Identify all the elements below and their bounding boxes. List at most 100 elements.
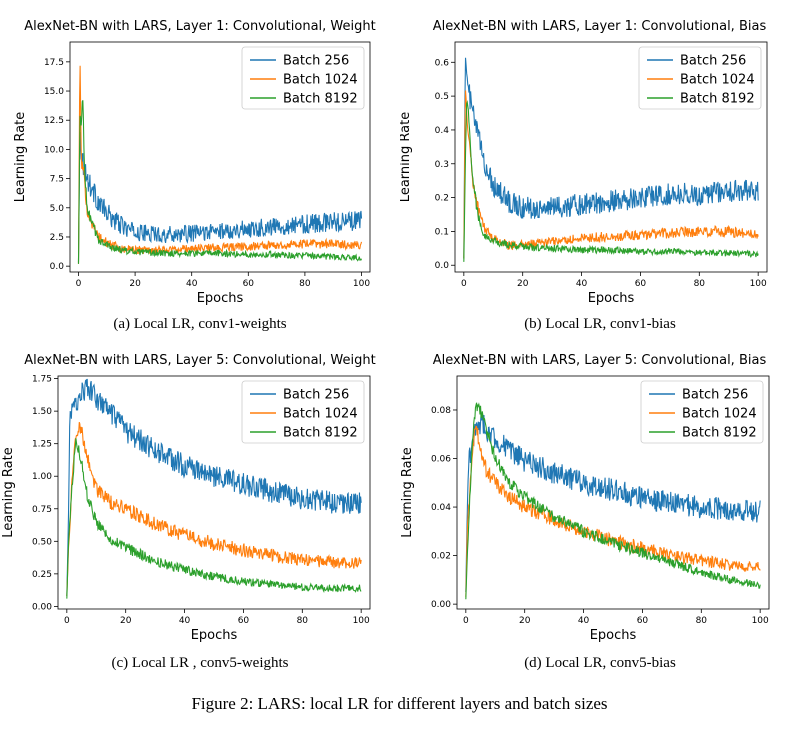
x-tick-label: 100 xyxy=(750,279,767,289)
legend-entry: Batch 1024 xyxy=(283,73,358,88)
x-tick-label: 80 xyxy=(297,616,309,626)
series-line-batch8192 xyxy=(66,438,362,599)
y-axis-label: Learning Rate xyxy=(400,112,413,202)
y-tick-label: 0.25 xyxy=(32,570,52,580)
y-tick-label: 0.06 xyxy=(431,455,451,465)
legend-entry: Batch 256 xyxy=(283,388,349,403)
chart-1: AlexNet-BN with LARS, Layer 1: Convoluti… xyxy=(13,19,376,306)
y-tick-label: 0.0 xyxy=(50,262,65,272)
x-tick-label: 40 xyxy=(576,279,588,289)
y-tick-label: 1.00 xyxy=(32,472,52,482)
y-tick-label: 2.5 xyxy=(50,233,64,243)
legend-entry: Batch 256 xyxy=(682,388,748,403)
x-tick-label: 20 xyxy=(517,279,529,289)
legend-entry: Batch 256 xyxy=(283,54,349,69)
subfigure-caption: (a) Local LR, conv1-weights xyxy=(113,316,287,332)
x-tick-label: 20 xyxy=(519,616,531,626)
legend xyxy=(640,380,764,444)
legend-entry: Batch 1024 xyxy=(682,407,757,422)
x-tick-label: 100 xyxy=(752,616,769,626)
legend-entry: Batch 8192 xyxy=(283,92,358,107)
chart-title: AlexNet-BN with LARS, Layer 5: Convoluti… xyxy=(24,353,375,368)
y-tick-label: 10.0 xyxy=(44,145,64,155)
x-tick-label: 40 xyxy=(179,616,191,626)
legend xyxy=(241,380,365,444)
subfigure-caption: (d) Local LR, conv5-bias xyxy=(524,655,676,671)
chart-title: AlexNet-BN with LARS, Layer 1: Convoluti… xyxy=(433,19,767,34)
figure-caption: Figure 2: LARS: local LR for different l… xyxy=(191,694,608,713)
legend xyxy=(638,46,762,110)
x-tick-label: 0 xyxy=(64,616,70,626)
legend-entry: Batch 1024 xyxy=(283,407,358,422)
x-tick-label: 40 xyxy=(186,279,198,289)
subfigure-caption: (b) Local LR, conv1-bias xyxy=(524,316,676,332)
y-tick-label: 0.4 xyxy=(435,126,450,136)
y-tick-label: 1.75 xyxy=(32,375,52,385)
series-line-batch1024 xyxy=(66,421,362,596)
y-tick-label: 0.2 xyxy=(435,194,449,204)
plot-frame xyxy=(69,41,371,273)
y-tick-label: 0.02 xyxy=(431,552,451,562)
y-axis-label: Learning Rate xyxy=(400,447,415,537)
series-line-batch256 xyxy=(66,378,362,596)
x-tick-label: 100 xyxy=(353,279,370,289)
y-tick-label: 15.0 xyxy=(44,87,64,97)
chart-2: AlexNet-BN with LARS, Layer 1: Convoluti… xyxy=(398,19,768,306)
x-tick-label: 20 xyxy=(120,616,132,626)
legend-entry: Batch 1024 xyxy=(680,73,755,88)
chart-panel-3: AlexNet-BN with LARS, Layer 5: Convoluti… xyxy=(0,352,400,677)
y-tick-label: 17.5 xyxy=(44,58,64,68)
series-line-batch256 xyxy=(463,57,759,259)
x-tick-label: 80 xyxy=(696,616,708,626)
legend xyxy=(241,46,365,110)
legend-entry: Batch 8192 xyxy=(283,426,358,441)
x-tick-label: 80 xyxy=(694,279,706,289)
subfigure-caption: (c) Local LR , conv5-weights xyxy=(111,655,289,671)
chart-panel-1: AlexNet-BN with LARS, Layer 1: Convoluti… xyxy=(0,0,400,335)
y-tick-label: 12.5 xyxy=(44,116,64,126)
y-tick-label: 1.50 xyxy=(32,407,52,417)
y-tick-label: 0.00 xyxy=(32,602,52,612)
x-tick-label: 40 xyxy=(578,616,590,626)
series-line-batch256 xyxy=(465,412,761,593)
series-line-batch1024 xyxy=(465,425,761,597)
legend-entry: Batch 256 xyxy=(680,54,746,69)
x-tick-label: 60 xyxy=(637,616,649,626)
x-tick-label: 60 xyxy=(635,279,647,289)
y-tick-label: 0.0 xyxy=(435,261,450,271)
chart-panel-4: AlexNet-BN with LARS, Layer 5: Convoluti… xyxy=(400,352,799,677)
chart-4: AlexNet-BN with LARS, Layer 5: Convoluti… xyxy=(400,353,770,643)
x-axis-label: Epochs xyxy=(590,628,637,643)
x-axis-label: Epochs xyxy=(191,628,238,643)
plot-frame xyxy=(454,41,768,273)
y-axis-label: Learning Rate xyxy=(13,112,28,202)
series-line-batch256 xyxy=(77,132,363,263)
y-tick-label: 0.50 xyxy=(32,537,52,547)
y-tick-label: 0.00 xyxy=(431,600,451,610)
x-tick-label: 0 xyxy=(461,279,467,289)
chart-title: AlexNet-BN with LARS, Layer 1: Convoluti… xyxy=(24,19,375,34)
y-tick-label: 0.75 xyxy=(32,505,52,515)
chart-panel-2: AlexNet-BN with LARS, Layer 1: Convoluti… xyxy=(398,0,799,335)
x-tick-label: 100 xyxy=(353,616,370,626)
x-axis-label: Epochs xyxy=(197,291,244,305)
chart-title: AlexNet-BN with LARS, Layer 5: Convoluti… xyxy=(433,353,767,368)
y-tick-label: 0.04 xyxy=(431,503,451,513)
x-axis-label: Epochs xyxy=(588,291,635,305)
y-tick-label: 0.5 xyxy=(435,92,449,102)
legend-entry: Batch 8192 xyxy=(682,426,757,441)
y-tick-label: 5.0 xyxy=(50,204,65,214)
series-line-batch8192 xyxy=(465,402,761,600)
y-tick-label: 7.5 xyxy=(50,175,64,185)
plot-frame xyxy=(57,375,371,610)
chart-3: AlexNet-BN with LARS, Layer 5: Convoluti… xyxy=(1,353,376,643)
series-line-batch8192 xyxy=(463,100,759,262)
series-line-batch8192 xyxy=(77,100,363,264)
y-axis-label: Learning Rate xyxy=(1,447,16,537)
x-tick-label: 0 xyxy=(463,616,469,626)
y-tick-label: 1.25 xyxy=(32,440,52,450)
x-tick-label: 0 xyxy=(76,279,82,289)
x-tick-label: 20 xyxy=(129,279,141,289)
legend-entry: Batch 8192 xyxy=(680,92,755,107)
x-tick-label: 60 xyxy=(238,616,250,626)
